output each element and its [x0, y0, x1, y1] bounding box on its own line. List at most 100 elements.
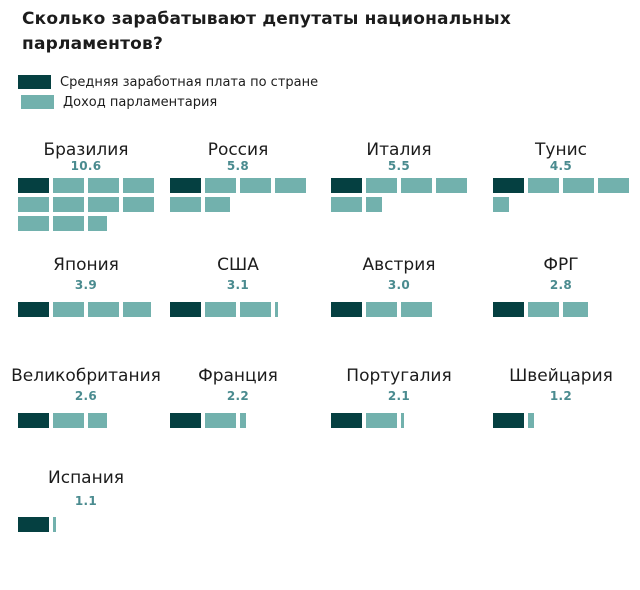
unit-square-mp-income-partial	[205, 197, 230, 212]
unit-square-row	[331, 178, 467, 193]
unit-square-average-salary	[331, 302, 362, 317]
country-cell: Великобритания 2.6	[11, 366, 161, 428]
unit-square-average-salary	[493, 178, 524, 193]
chart-title: Сколько зарабатывают депутаты национальн…	[22, 7, 511, 57]
legend-label-mp-income: Доход парламентария	[63, 94, 218, 110]
unit-square-mp-income	[170, 197, 201, 212]
unit-squares	[18, 302, 151, 321]
country-value: 3.0	[387, 278, 411, 292]
country-value: 4.5	[549, 159, 573, 173]
country-name: Австрия	[362, 255, 436, 275]
unit-square-average-salary	[170, 413, 201, 428]
country-value: 1.1	[74, 494, 98, 508]
country-cell: Франция 2.2	[170, 366, 306, 428]
unit-square-mp-income	[123, 178, 154, 193]
unit-square-mp-income-partial	[563, 302, 588, 317]
unit-square-mp-income	[18, 197, 49, 212]
unit-square-average-salary	[18, 302, 49, 317]
unit-square-row	[493, 413, 534, 428]
average-salary-swatch-icon	[18, 75, 51, 89]
country-name: Франция	[198, 366, 278, 386]
unit-square-mp-income	[53, 216, 84, 231]
unit-square-mp-income	[123, 197, 154, 212]
unit-square-mp-income	[53, 302, 84, 317]
unit-square-mp-income-partial	[528, 413, 534, 428]
unit-square-mp-income	[401, 178, 432, 193]
unit-square-mp-income	[598, 178, 629, 193]
unit-square-mp-income	[240, 178, 271, 193]
country-cell: Россия 5.8	[170, 140, 306, 212]
unit-square-mp-income	[401, 302, 432, 317]
legend-item-mp-income: Доход парламентария	[21, 94, 318, 110]
unit-squares	[493, 413, 534, 432]
unit-square-mp-income	[275, 178, 306, 193]
unit-square-mp-income-partial	[401, 413, 404, 428]
unit-square-row	[18, 178, 154, 193]
unit-squares	[18, 178, 154, 235]
country-name: Португалия	[346, 366, 452, 386]
unit-square-mp-income-partial	[88, 413, 107, 428]
unit-square-row	[18, 517, 56, 532]
unit-square-mp-income-partial	[275, 302, 278, 317]
unit-squares	[331, 413, 404, 432]
unit-square-mp-income-partial	[88, 216, 107, 231]
unit-square-average-salary	[18, 517, 49, 532]
country-value: 5.5	[387, 159, 411, 173]
unit-square-mp-income	[563, 178, 594, 193]
unit-square-row	[331, 302, 432, 317]
country-value: 2.6	[74, 389, 98, 403]
unit-square-row	[331, 197, 467, 212]
country-value: 5.8	[226, 159, 250, 173]
unit-squares	[170, 178, 306, 216]
unit-square-mp-income	[366, 178, 397, 193]
unit-square-mp-income	[88, 178, 119, 193]
unit-square-mp-income-partial	[366, 197, 382, 212]
country-cell: Италия 5.5	[331, 140, 467, 212]
unit-squares	[331, 302, 432, 321]
country-cell: Швейцария 1.2	[493, 366, 629, 428]
unit-squares	[493, 178, 629, 216]
country-name: Великобритания	[11, 366, 161, 386]
country-cell: Португалия 2.1	[331, 366, 467, 428]
unit-squares	[170, 413, 246, 432]
country-value: 2.8	[549, 278, 573, 292]
unit-square-mp-income-partial	[493, 197, 509, 212]
country-name: Швейцария	[509, 366, 613, 386]
legend-label-average-salary: Средняя заработная плата по стране	[60, 74, 319, 90]
unit-square-mp-income	[205, 178, 236, 193]
unit-squares	[170, 302, 278, 321]
unit-square-average-salary	[331, 413, 362, 428]
country-cell: Испания 1.1	[18, 468, 154, 532]
unit-square-mp-income	[528, 178, 559, 193]
country-value: 2.2	[226, 389, 250, 403]
unit-square-mp-income	[366, 413, 397, 428]
unit-square-row	[493, 197, 629, 212]
unit-square-row	[493, 178, 629, 193]
unit-square-mp-income	[240, 302, 271, 317]
country-cell: США 3.1	[170, 255, 306, 317]
unit-square-row	[493, 302, 588, 317]
unit-square-row	[18, 302, 151, 317]
country-name: ФРГ	[543, 255, 579, 275]
country-cell: Япония 3.9	[18, 255, 154, 317]
country-value: 3.9	[74, 278, 98, 292]
country-name: Япония	[53, 255, 119, 275]
unit-square-average-salary	[170, 178, 201, 193]
unit-square-row	[18, 197, 154, 212]
unit-square-mp-income-partial	[53, 517, 56, 532]
unit-square-average-salary	[493, 413, 524, 428]
unit-square-mp-income	[88, 197, 119, 212]
unit-square-mp-income	[205, 302, 236, 317]
unit-square-average-salary	[18, 413, 49, 428]
country-cell: Бразилия 10.6	[18, 140, 154, 231]
unit-squares	[331, 178, 467, 216]
country-name: Тунис	[535, 140, 587, 160]
unit-square-mp-income	[331, 197, 362, 212]
country-value: 1.2	[549, 389, 573, 403]
unit-square-average-salary	[170, 302, 201, 317]
chart-title-line-2: парламентов?	[22, 34, 164, 54]
country-cell: Австрия 3.0	[331, 255, 467, 317]
country-name: Бразилия	[43, 140, 129, 160]
